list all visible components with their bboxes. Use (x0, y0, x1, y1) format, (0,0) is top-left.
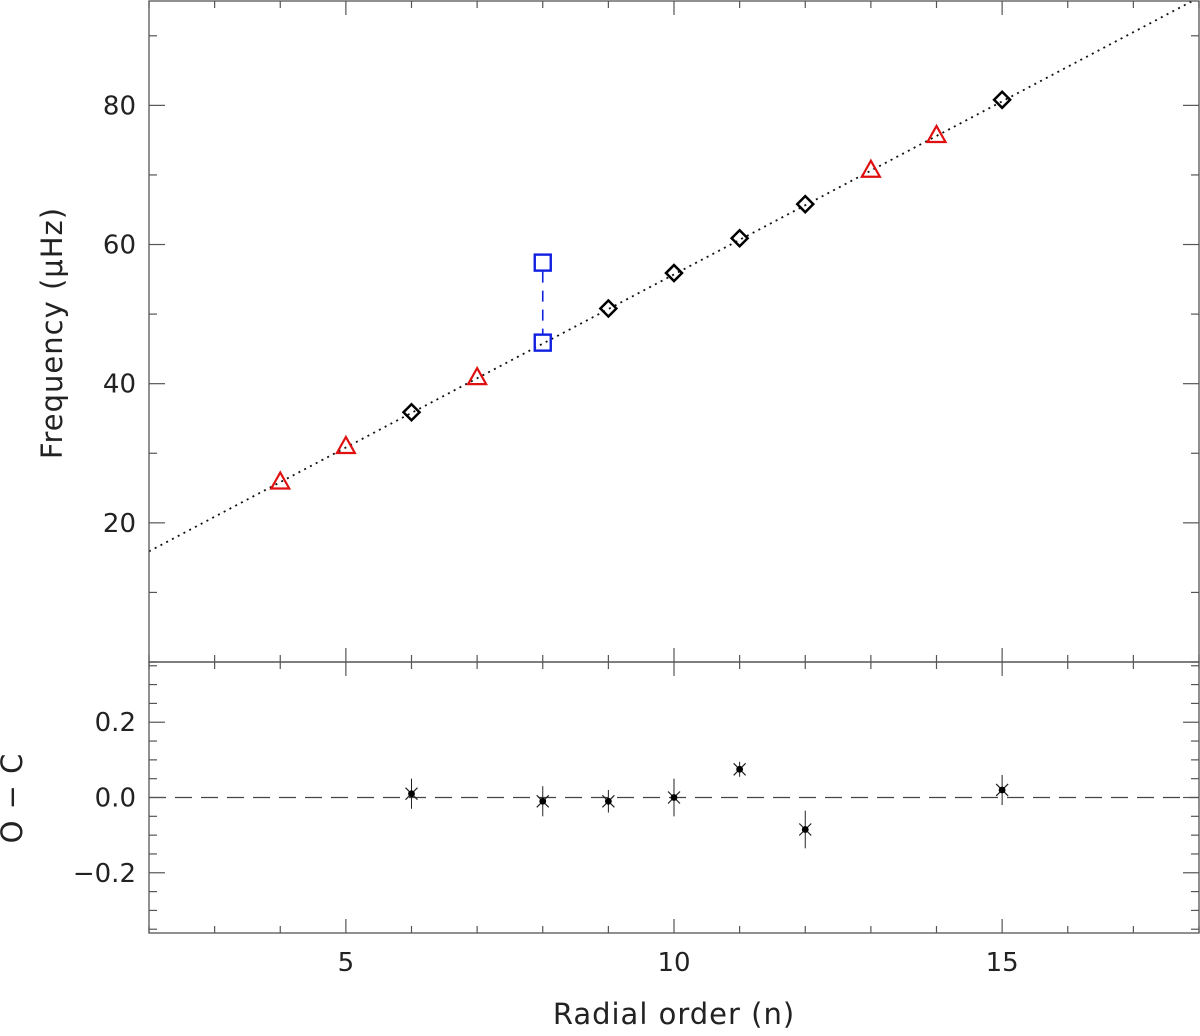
diamond-marker (795, 194, 816, 214)
triangle-marker (925, 123, 948, 144)
diamond-marker (598, 298, 619, 319)
y-tick-label: −0.2 (73, 859, 136, 889)
residual-panel: 5 10 15 −0.2 0.0 0.2 (73, 661, 1200, 978)
triangle-marker (269, 470, 292, 490)
square-marker (533, 253, 552, 272)
top-ylabel: Frequency (μHz) (35, 207, 69, 459)
residual-point (604, 797, 612, 805)
bottom-ylabel: O − C (0, 753, 29, 844)
residual-point (801, 826, 809, 833)
y-tick-label: 20 (103, 509, 136, 539)
diamond-marker (992, 90, 1012, 110)
diamond-marker (729, 228, 750, 249)
residual-point (736, 765, 744, 773)
x-tick-label: 10 (657, 948, 690, 978)
fit-line (149, 1, 1195, 553)
triangle-marker (334, 434, 357, 455)
x-tick-label: 5 (338, 948, 355, 978)
y-tick-label: 0.2 (95, 708, 136, 738)
residual-point (539, 797, 547, 805)
residual-point (408, 790, 415, 798)
xlabel: Radial order (n) (553, 997, 795, 1031)
diamond-marker (664, 263, 684, 283)
plot-frame (148, 0, 1200, 663)
x-tick-label: 15 (986, 948, 1019, 978)
residual-point (670, 794, 678, 801)
y-tick-label: 80 (103, 91, 136, 121)
y-tick-label: 0.0 (95, 784, 136, 814)
square-marker (533, 333, 552, 352)
y-tick-label: 40 (103, 370, 136, 400)
y-tick-label: 60 (103, 231, 136, 261)
frequency-panel: 20 40 60 80 (103, 0, 1200, 663)
triangle-marker (859, 158, 882, 178)
triangle-marker (466, 365, 489, 386)
residual-point (998, 786, 1006, 794)
diamond-marker (401, 402, 422, 422)
